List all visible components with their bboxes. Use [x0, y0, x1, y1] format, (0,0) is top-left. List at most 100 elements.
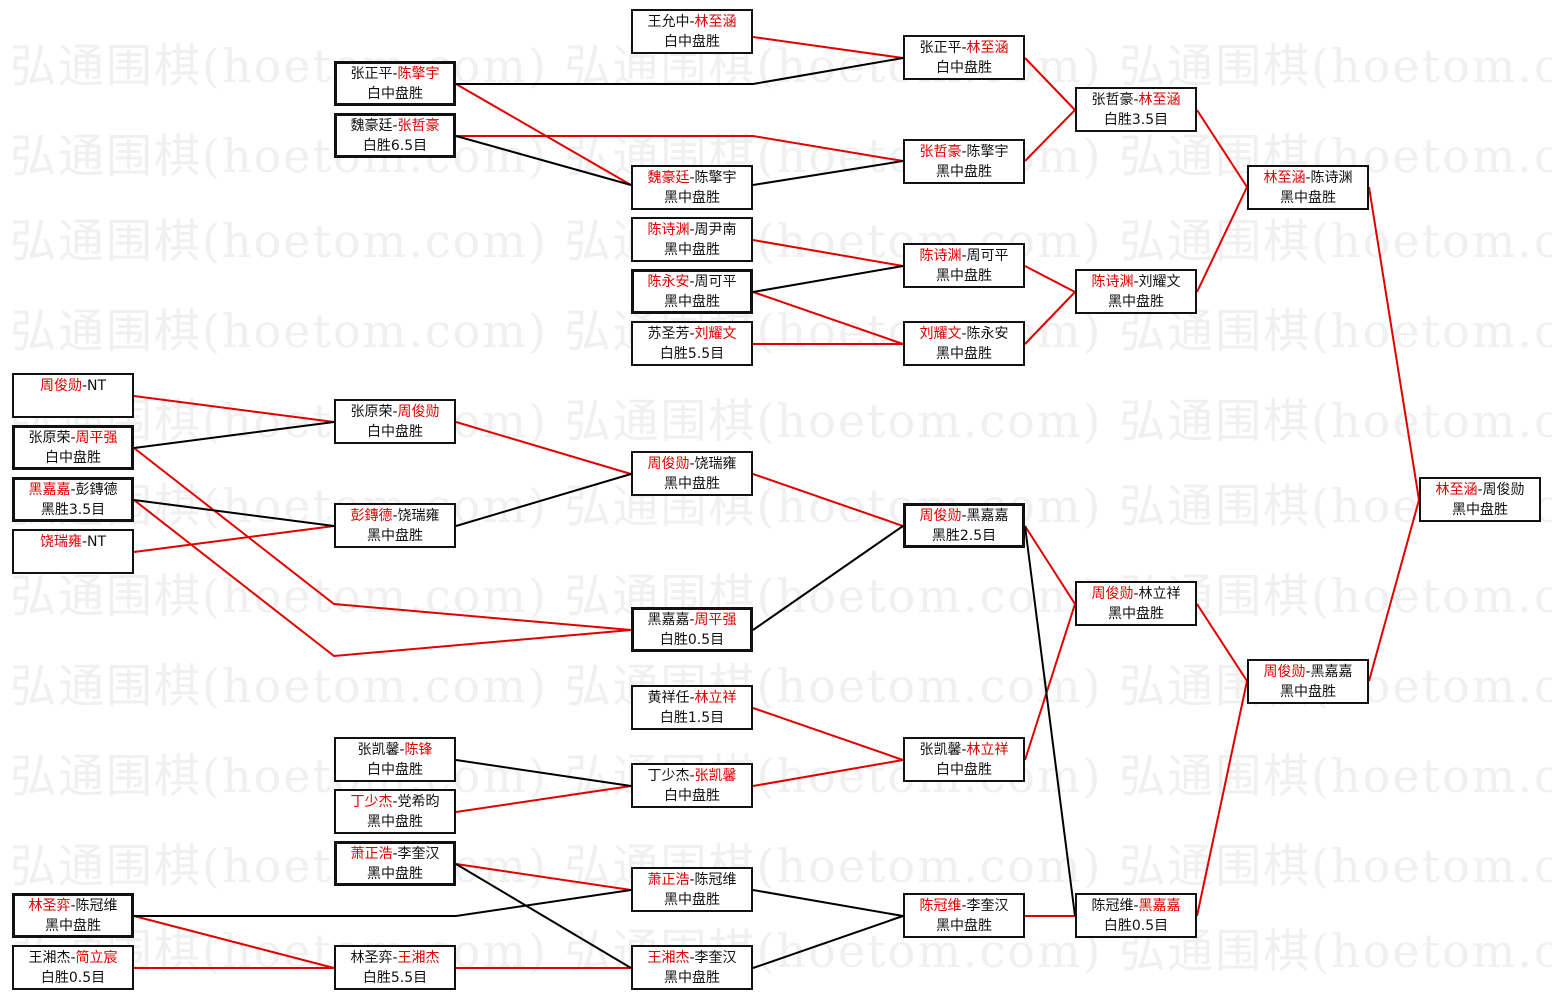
player-1: 张哲豪 [919, 144, 962, 160]
match-players: 王允中-林至涵 [633, 12, 751, 32]
player-2: 黑嘉嘉 [1138, 898, 1181, 914]
player-2: 彭鏄德 [75, 482, 118, 498]
player-2: 林至涵 [1138, 92, 1181, 108]
match-players: 林圣弈-陈冠维 [15, 896, 131, 916]
connector-line [455, 863, 632, 969]
match-box-b3: 张原荣-周俊勋白中盘胜 [334, 399, 456, 444]
match-box-d6: 张凯馨-林立祥 白中盘胜 [903, 737, 1025, 782]
match-box-b5: 张凯馨-陈锋 白中盘胜 [334, 737, 456, 782]
match-players: 黄祥任-林立祥 [633, 688, 751, 708]
watermark-text: 弘通围棋(hoetom.com) 弘通围棋(hoetom.com) 弘通围棋(h… [10, 569, 1552, 623]
match-result: 白胜5.5目 [362, 970, 428, 986]
connector-line [1024, 57, 1076, 111]
player-2: 陈擎宇 [694, 170, 737, 186]
match-players: 周俊勋-黑嘉嘉 [1249, 662, 1367, 682]
match-players: 丁少杰-党希昀 [336, 792, 454, 812]
match-result: 黑中盘胜 [664, 970, 720, 986]
match-players: 周俊勋-林立祥 [1077, 584, 1195, 604]
separator: - [70, 430, 76, 446]
connector-line [133, 421, 335, 449]
loser-lines [133, 57, 1076, 969]
match-result: 黑胜3.5目 [40, 502, 106, 518]
player-1: 丁少杰 [647, 768, 690, 784]
player-1: 萧正浩 [647, 872, 690, 888]
match-result: 白中盘胜 [664, 34, 720, 50]
match-players: 彭鏄德-饶瑞雍 [336, 506, 454, 526]
separator: - [392, 846, 398, 862]
watermark-text: 弘通围棋(hoetom.com) 弘通围棋(hoetom.com) 弘通围棋(h… [10, 749, 1552, 803]
match-box-g1: 林至涵-周俊勋 黑中盘胜 [1419, 477, 1541, 522]
separator: - [81, 378, 88, 394]
match-box-b6: 丁少杰-党希昀 黑中盘胜 [334, 789, 456, 834]
match-players: 陈诗渊-刘耀文 [1077, 272, 1195, 292]
match-result: 黑中盘胜 [936, 268, 992, 284]
player-2: 黑嘉嘉 [966, 508, 1009, 524]
player-1: 张哲豪 [1091, 92, 1134, 108]
connector-line [752, 291, 904, 345]
player-1: 苏圣芳 [647, 326, 690, 342]
match-result: 白胜3.5目 [1103, 112, 1169, 128]
player-1: 刘耀文 [919, 326, 962, 342]
match-box-c6: 周俊勋-饶瑞雍 黑中盘胜 [631, 451, 753, 496]
player-2: 陈擎宇 [397, 66, 440, 82]
match-players: 陈诗渊-周可平 [905, 246, 1023, 266]
match-box-b4: 彭鏄德-饶瑞雍 黑中盘胜 [334, 503, 456, 548]
watermark-text: 弘通围棋(hoetom.com) 弘通围棋(hoetom.com) 弘通围棋(h… [10, 839, 1552, 893]
player-2: 李奎汉 [397, 846, 440, 862]
player-1: 张正平 [919, 40, 962, 56]
player-2: NT [87, 534, 107, 550]
match-players: 魏豪廷-陈擎宇 [633, 168, 751, 188]
separator: - [689, 950, 695, 966]
match-result: 白胜6.5目 [362, 138, 428, 154]
match-result: 白中盘胜 [367, 424, 423, 440]
match-players: 张原荣-周俊勋 [336, 402, 454, 422]
player-1: 周俊勋 [919, 508, 962, 524]
separator: - [1305, 664, 1311, 680]
separator: - [392, 404, 398, 420]
connector-line [1024, 525, 1076, 917]
player-1: 林圣弈 [350, 950, 393, 966]
match-box-d3: 陈诗渊-周可平黑中盘胜 [903, 243, 1025, 288]
player-1: 周俊勋 [1263, 664, 1306, 680]
match-result: 黑胜2.5目 [931, 528, 997, 544]
player-1: 黑嘉嘉 [28, 482, 71, 498]
connector-line [1024, 109, 1076, 162]
watermark-text: 弘通围棋(hoetom.com) 弘通围棋(hoetom.com) 弘通围棋(h… [10, 394, 1552, 448]
match-result: 黑中盘胜 [1280, 190, 1336, 206]
match-result: 白胜0.5目 [659, 632, 725, 648]
connector-line [752, 160, 904, 186]
match-box-b2: 魏豪廷-张哲豪 白胜6.5目 [334, 113, 456, 158]
match-box-f1: 林至涵-陈诗渊 黑中盘胜 [1247, 165, 1369, 210]
player-1: 周俊勋 [647, 456, 690, 472]
match-players: 张凯馨-林立祥 [905, 740, 1023, 760]
player-2: 李奎汉 [694, 950, 737, 966]
player-2: 李奎汉 [966, 898, 1009, 914]
connector-line [133, 915, 335, 969]
player-1: 张原荣 [28, 430, 71, 446]
watermark-text: 弘通围棋(hoetom.com) 弘通围棋(hoetom.com) 弘通围棋(h… [10, 39, 1552, 93]
match-result: 白中盘胜 [664, 788, 720, 804]
separator: - [392, 950, 398, 966]
match-result: 白中盘胜 [936, 60, 992, 76]
player-1: 王湘杰 [647, 950, 690, 966]
connector-line [455, 135, 632, 186]
connector-line [456, 57, 904, 85]
match-players: 陈诗渊-周尹南 [633, 220, 751, 240]
player-1: 周俊勋 [39, 378, 82, 394]
separator: - [392, 66, 398, 82]
player-1: 魏豪廷 [350, 118, 393, 134]
separator: - [961, 898, 967, 914]
separator: - [392, 508, 398, 524]
connector-line [752, 473, 904, 527]
match-result: 黑中盘胜 [664, 242, 720, 258]
match-box-b1: 张正平-陈擎宇 白中盘胜 [334, 61, 456, 106]
match-box-c8: 黄祥任-林立祥 白胜1.5目 [631, 685, 753, 730]
separator: - [961, 742, 967, 758]
winner-lines [133, 36, 1420, 969]
connector-line [1368, 186, 1420, 501]
match-box-a1: 周俊勋-NT [12, 373, 134, 418]
player-1: 陈永安 [647, 274, 690, 290]
player-1: 陈冠维 [1091, 898, 1134, 914]
match-box-c3: 陈诗渊-周尹南黑中盘胜 [631, 217, 753, 262]
match-result: 黑中盘胜 [1108, 606, 1164, 622]
